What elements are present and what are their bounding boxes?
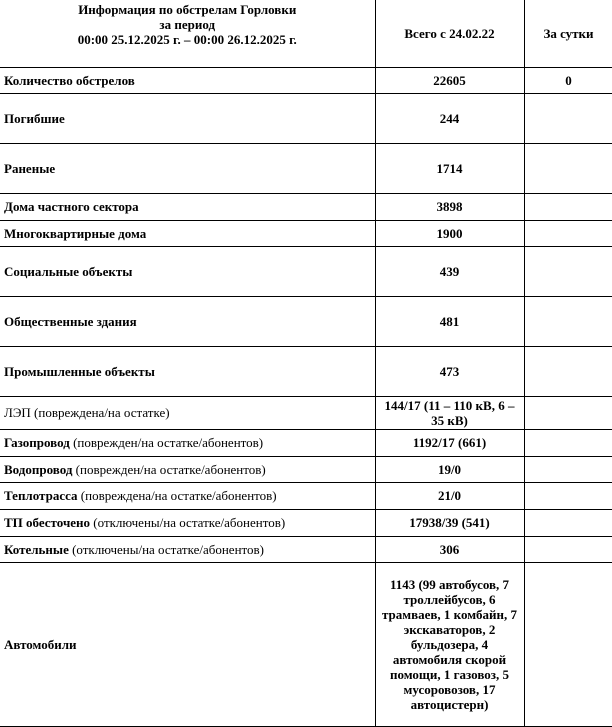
row-total-value: 17938/39 (541) (374, 508, 525, 537)
table-row: Количество обстрелов 22605 0 (0, 66, 612, 94)
row-total-value: 244 (374, 92, 525, 144)
table-row: Погибшие 244 (0, 92, 612, 144)
row-total-value: 144/17 (11 – 110 кВ, 6 – 35 кВ) (374, 395, 525, 430)
table-row: ЛЭП (повреждена/на остатке) 144/17 (11 – … (0, 395, 612, 430)
row-total-value: 1143 (99 автобусов, 7 троллейбусов, 6 тр… (374, 561, 525, 727)
row-label: Водопровод (поврежден/на остатке/абонент… (0, 455, 376, 483)
table-row: Общественные здания 481 (0, 295, 612, 347)
row-label: Теплотрасса (повреждена/на остатке/абоне… (0, 481, 376, 510)
row-day-value (523, 142, 612, 194)
row-label: ТП обесточено (отключены/на остатке/абон… (0, 508, 376, 537)
row-day-value (523, 219, 612, 247)
row-label: Количество обстрелов (0, 66, 376, 94)
row-total-value: 1192/17 (661) (374, 428, 525, 457)
row-day-value (523, 428, 612, 457)
table-row: Промышленные объекты 473 (0, 345, 612, 397)
row-total-value: 481 (374, 295, 525, 347)
table-title: Информация по обстрелам Горловки за пери… (0, 0, 376, 68)
row-total-value: 439 (374, 245, 525, 297)
column-header-total: Всего с 24.02.22 (374, 0, 525, 68)
row-day-value (523, 192, 612, 221)
row-label: ЛЭП (повреждена/на остатке) (0, 395, 376, 430)
row-total-value: 473 (374, 345, 525, 397)
row-label: Социальные объекты (0, 245, 376, 297)
table-row: Автомобили 1143 (99 автобусов, 7 троллейб… (0, 561, 612, 727)
row-day-value (523, 455, 612, 483)
row-total-value: 306 (374, 535, 525, 563)
row-label: Многоквартирные дома (0, 219, 376, 247)
table-row: Дома частного сектора 3898 (0, 192, 612, 221)
table-row: Социальные объекты 439 (0, 245, 612, 297)
table-row: Многоквартирные дома 1900 (0, 219, 612, 247)
row-label: Промышленные объекты (0, 345, 376, 397)
row-total-value: 3898 (374, 192, 525, 221)
row-label: Котельные (отключены/на остатке/абоненто… (0, 535, 376, 563)
row-day-value (523, 92, 612, 144)
row-label: Общественные здания (0, 295, 376, 347)
row-day-value (523, 481, 612, 510)
row-label: Погибшие (0, 92, 376, 144)
column-header-day: За сутки (523, 0, 612, 68)
row-day-value (523, 345, 612, 397)
table-row: Газопровод (поврежден/на остатке/абонент… (0, 428, 612, 457)
row-label: Дома частного сектора (0, 192, 376, 221)
row-total-value: 1900 (374, 219, 525, 247)
table-row: Котельные (отключены/на остатке/абоненто… (0, 535, 612, 563)
row-total-value: 19/0 (374, 455, 525, 483)
row-label: Автомобили (0, 561, 376, 727)
row-day-value (523, 508, 612, 537)
table-row: ТП обесточено (отключены/на остатке/абон… (0, 508, 612, 537)
row-day-value (523, 395, 612, 430)
table-row: Водопровод (поврежден/на остатке/абонент… (0, 455, 612, 483)
table-row: Раненые 1714 (0, 142, 612, 194)
table-row: Теплотрасса (повреждена/на остатке/абоне… (0, 481, 612, 510)
row-day-value: 0 (523, 66, 612, 94)
row-label: Газопровод (поврежден/на остатке/абонент… (0, 428, 376, 457)
row-day-value (523, 535, 612, 563)
row-label: Раненые (0, 142, 376, 194)
row-total-value: 1714 (374, 142, 525, 194)
row-total-value: 21/0 (374, 481, 525, 510)
row-total-value: 22605 (374, 66, 525, 94)
row-day-value (523, 561, 612, 727)
row-day-value (523, 295, 612, 347)
row-day-value (523, 245, 612, 297)
header-row: Информация по обстрелам Горловки за пери… (0, 0, 612, 68)
